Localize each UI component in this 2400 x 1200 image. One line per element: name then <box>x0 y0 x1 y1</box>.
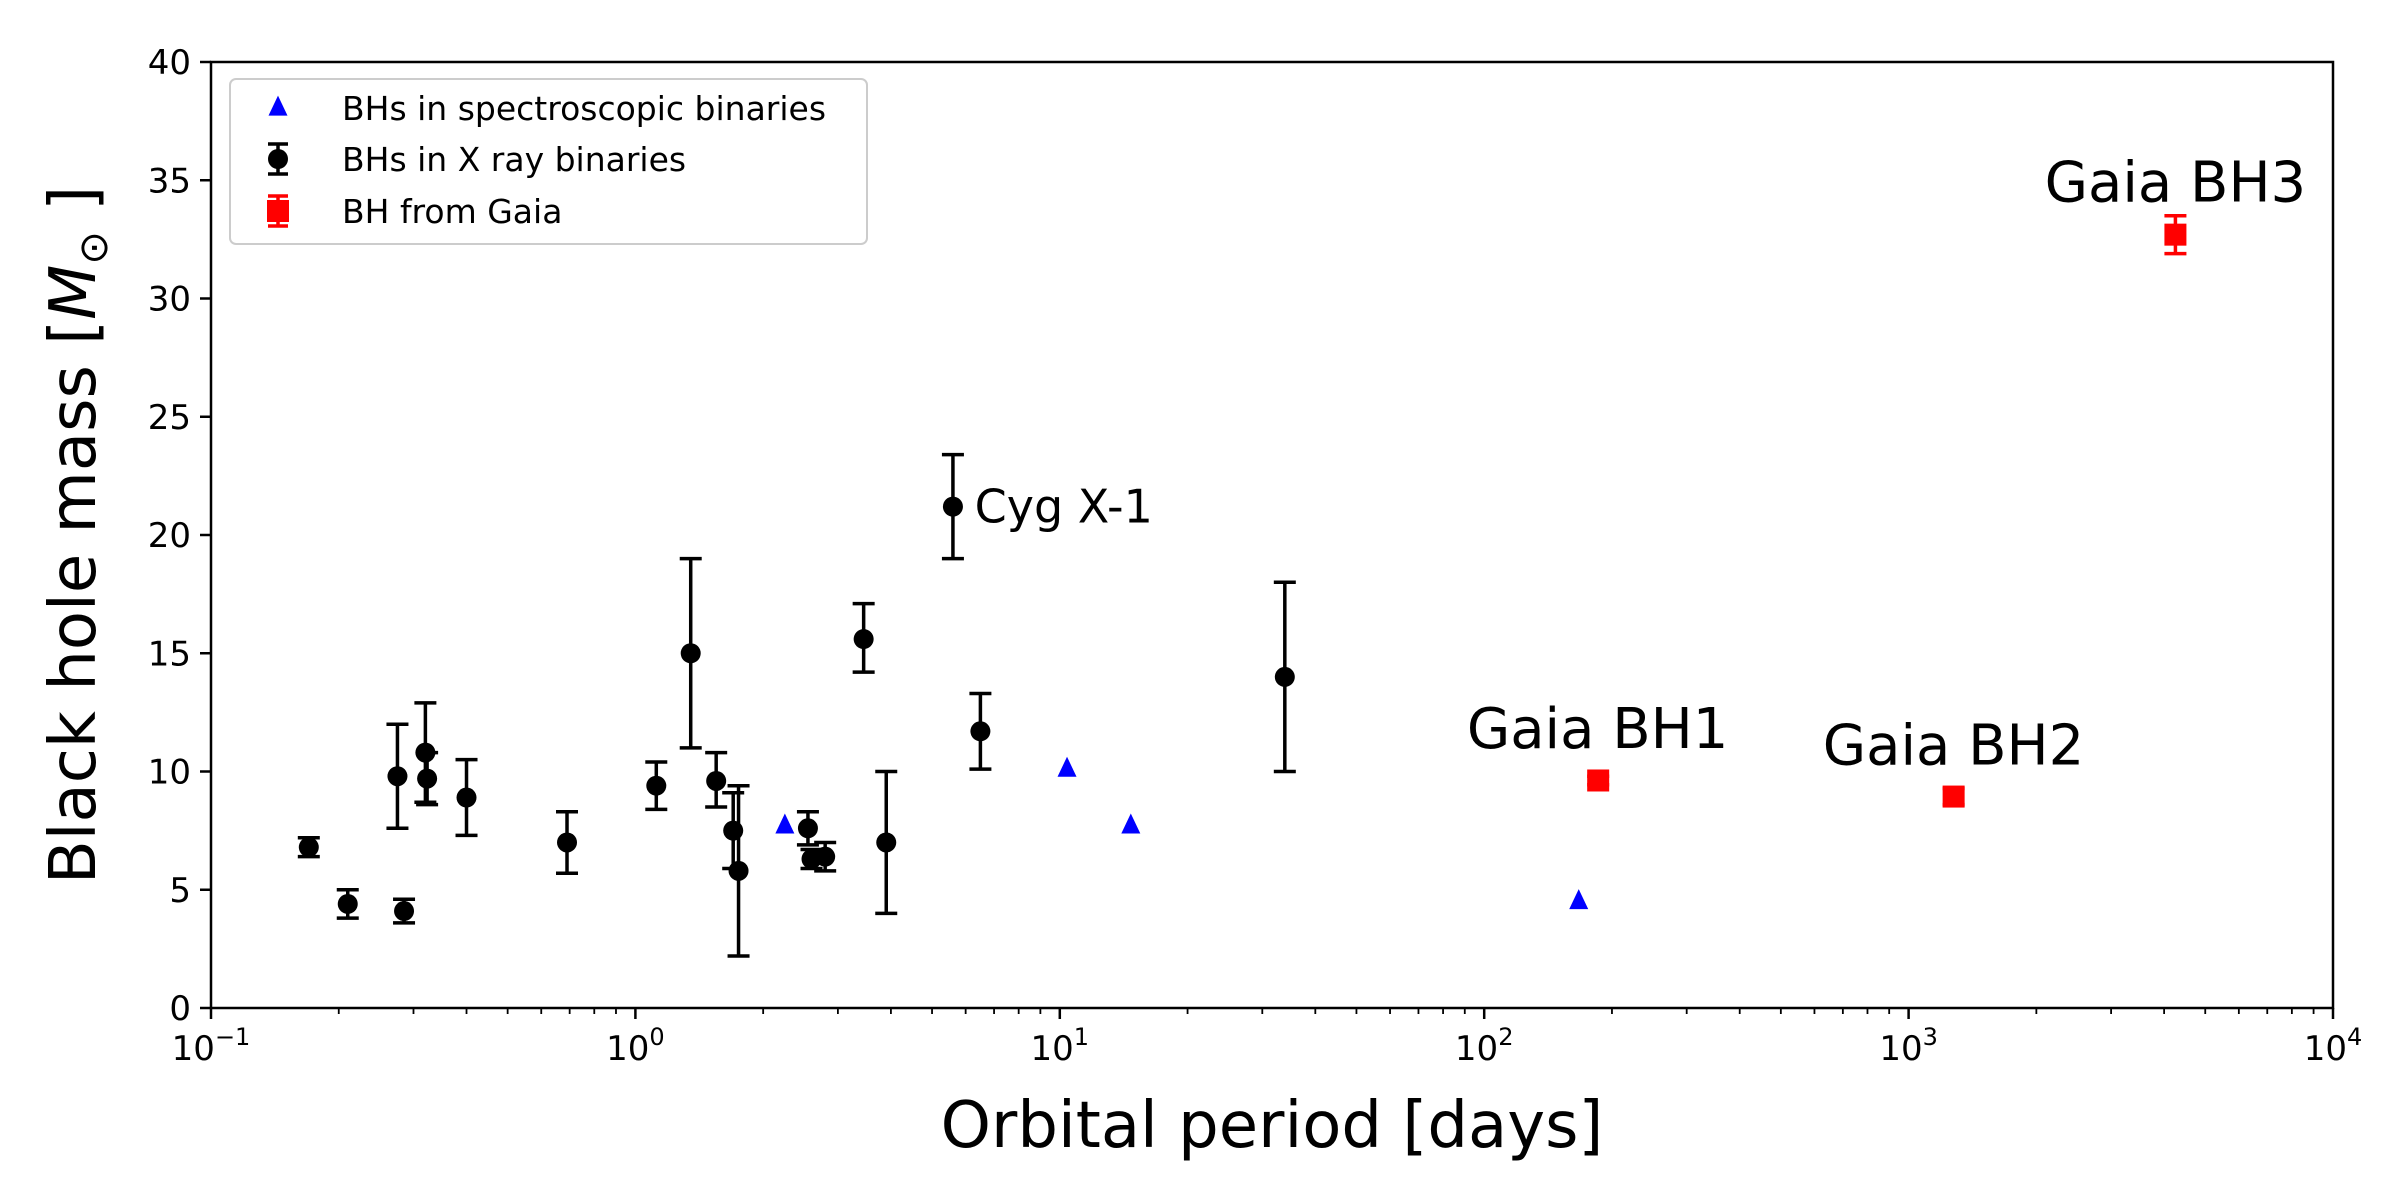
series-0 <box>775 756 1589 910</box>
series-1 <box>297 452 1296 958</box>
y-tick-label: 10 <box>148 753 191 793</box>
y-tick-label: 35 <box>148 161 191 201</box>
data-point <box>2164 223 2187 246</box>
data-point <box>706 770 727 791</box>
annotation-label: Gaia BH3 <box>2045 151 2307 216</box>
data-point <box>417 768 438 789</box>
legend-marker <box>268 149 288 169</box>
x-tick-label: 10−1 <box>172 1023 251 1069</box>
legend-box <box>229 78 868 245</box>
legend-marker <box>267 200 289 222</box>
legend-markers <box>267 95 289 228</box>
data-point <box>394 901 415 922</box>
y-axis-title-symbol: M <box>37 265 111 320</box>
data-point <box>970 721 991 742</box>
data-point <box>728 860 749 881</box>
data-point <box>1121 813 1141 834</box>
annotation-label: Gaia BH2 <box>1823 713 2085 778</box>
y-tick-label: 15 <box>148 634 191 674</box>
data-marks <box>297 213 2187 958</box>
legend: BHs in spectroscopic binaries BHs in X r… <box>229 78 868 245</box>
y-axis-title: Black hole mass [M⊙ ] <box>37 186 117 884</box>
data-point <box>1274 666 1295 687</box>
data-point <box>775 813 795 834</box>
data-point <box>942 496 963 517</box>
x-tick-label: 101 <box>1031 1023 1090 1069</box>
data-point <box>298 837 319 858</box>
data-point <box>853 629 874 650</box>
y-axis: 0 5 10 15 20 25 30 35 40 <box>148 43 211 1029</box>
y-tick-label: 20 <box>148 516 191 556</box>
legend-label-xray: BHs in X ray binaries <box>342 140 686 179</box>
y-tick-label: 30 <box>148 280 191 320</box>
data-point <box>680 643 701 664</box>
x-tick-label: 100 <box>606 1023 665 1069</box>
legend-label-gaia: BH from Gaia <box>342 192 562 231</box>
y-axis-title-suffix: ] <box>37 186 111 231</box>
data-point <box>1942 785 1965 808</box>
y-tick-label: 5 <box>169 871 191 911</box>
data-point <box>815 846 836 867</box>
data-point <box>1057 756 1077 777</box>
y-axis-title-prefix: Black hole mass [ <box>37 320 111 884</box>
legend-marker <box>268 95 288 116</box>
data-point <box>456 787 477 808</box>
data-point <box>1587 769 1610 792</box>
x-axis: 10−1 100 101 102 103 104 <box>172 1008 2363 1069</box>
annotations: Cyg X-1 Gaia BH1 Gaia BH2 Gaia BH3 <box>975 151 2307 779</box>
data-point <box>797 818 818 839</box>
x-axis-title: Orbital period [days] <box>941 1089 1604 1163</box>
y-tick-label: 25 <box>148 398 191 438</box>
y-tick-label: 0 <box>169 989 191 1029</box>
x-tick-label: 102 <box>1455 1023 1514 1069</box>
annotation-label: Cyg X-1 <box>975 480 1153 534</box>
data-point <box>387 766 408 787</box>
legend-label-spectroscopic: BHs in spectroscopic binaries <box>342 89 826 128</box>
data-point <box>646 775 667 796</box>
data-point <box>557 832 578 853</box>
series-2 <box>1587 213 2187 808</box>
data-point <box>1569 889 1589 910</box>
x-tick-label: 104 <box>2304 1023 2363 1069</box>
y-axis-title-subscript: ⊙ <box>71 231 117 265</box>
data-point <box>876 832 897 853</box>
x-tick-label: 103 <box>1879 1023 1938 1069</box>
annotation-label: Gaia BH1 <box>1467 697 1729 762</box>
data-point <box>337 893 358 914</box>
y-tick-label: 40 <box>148 43 191 83</box>
